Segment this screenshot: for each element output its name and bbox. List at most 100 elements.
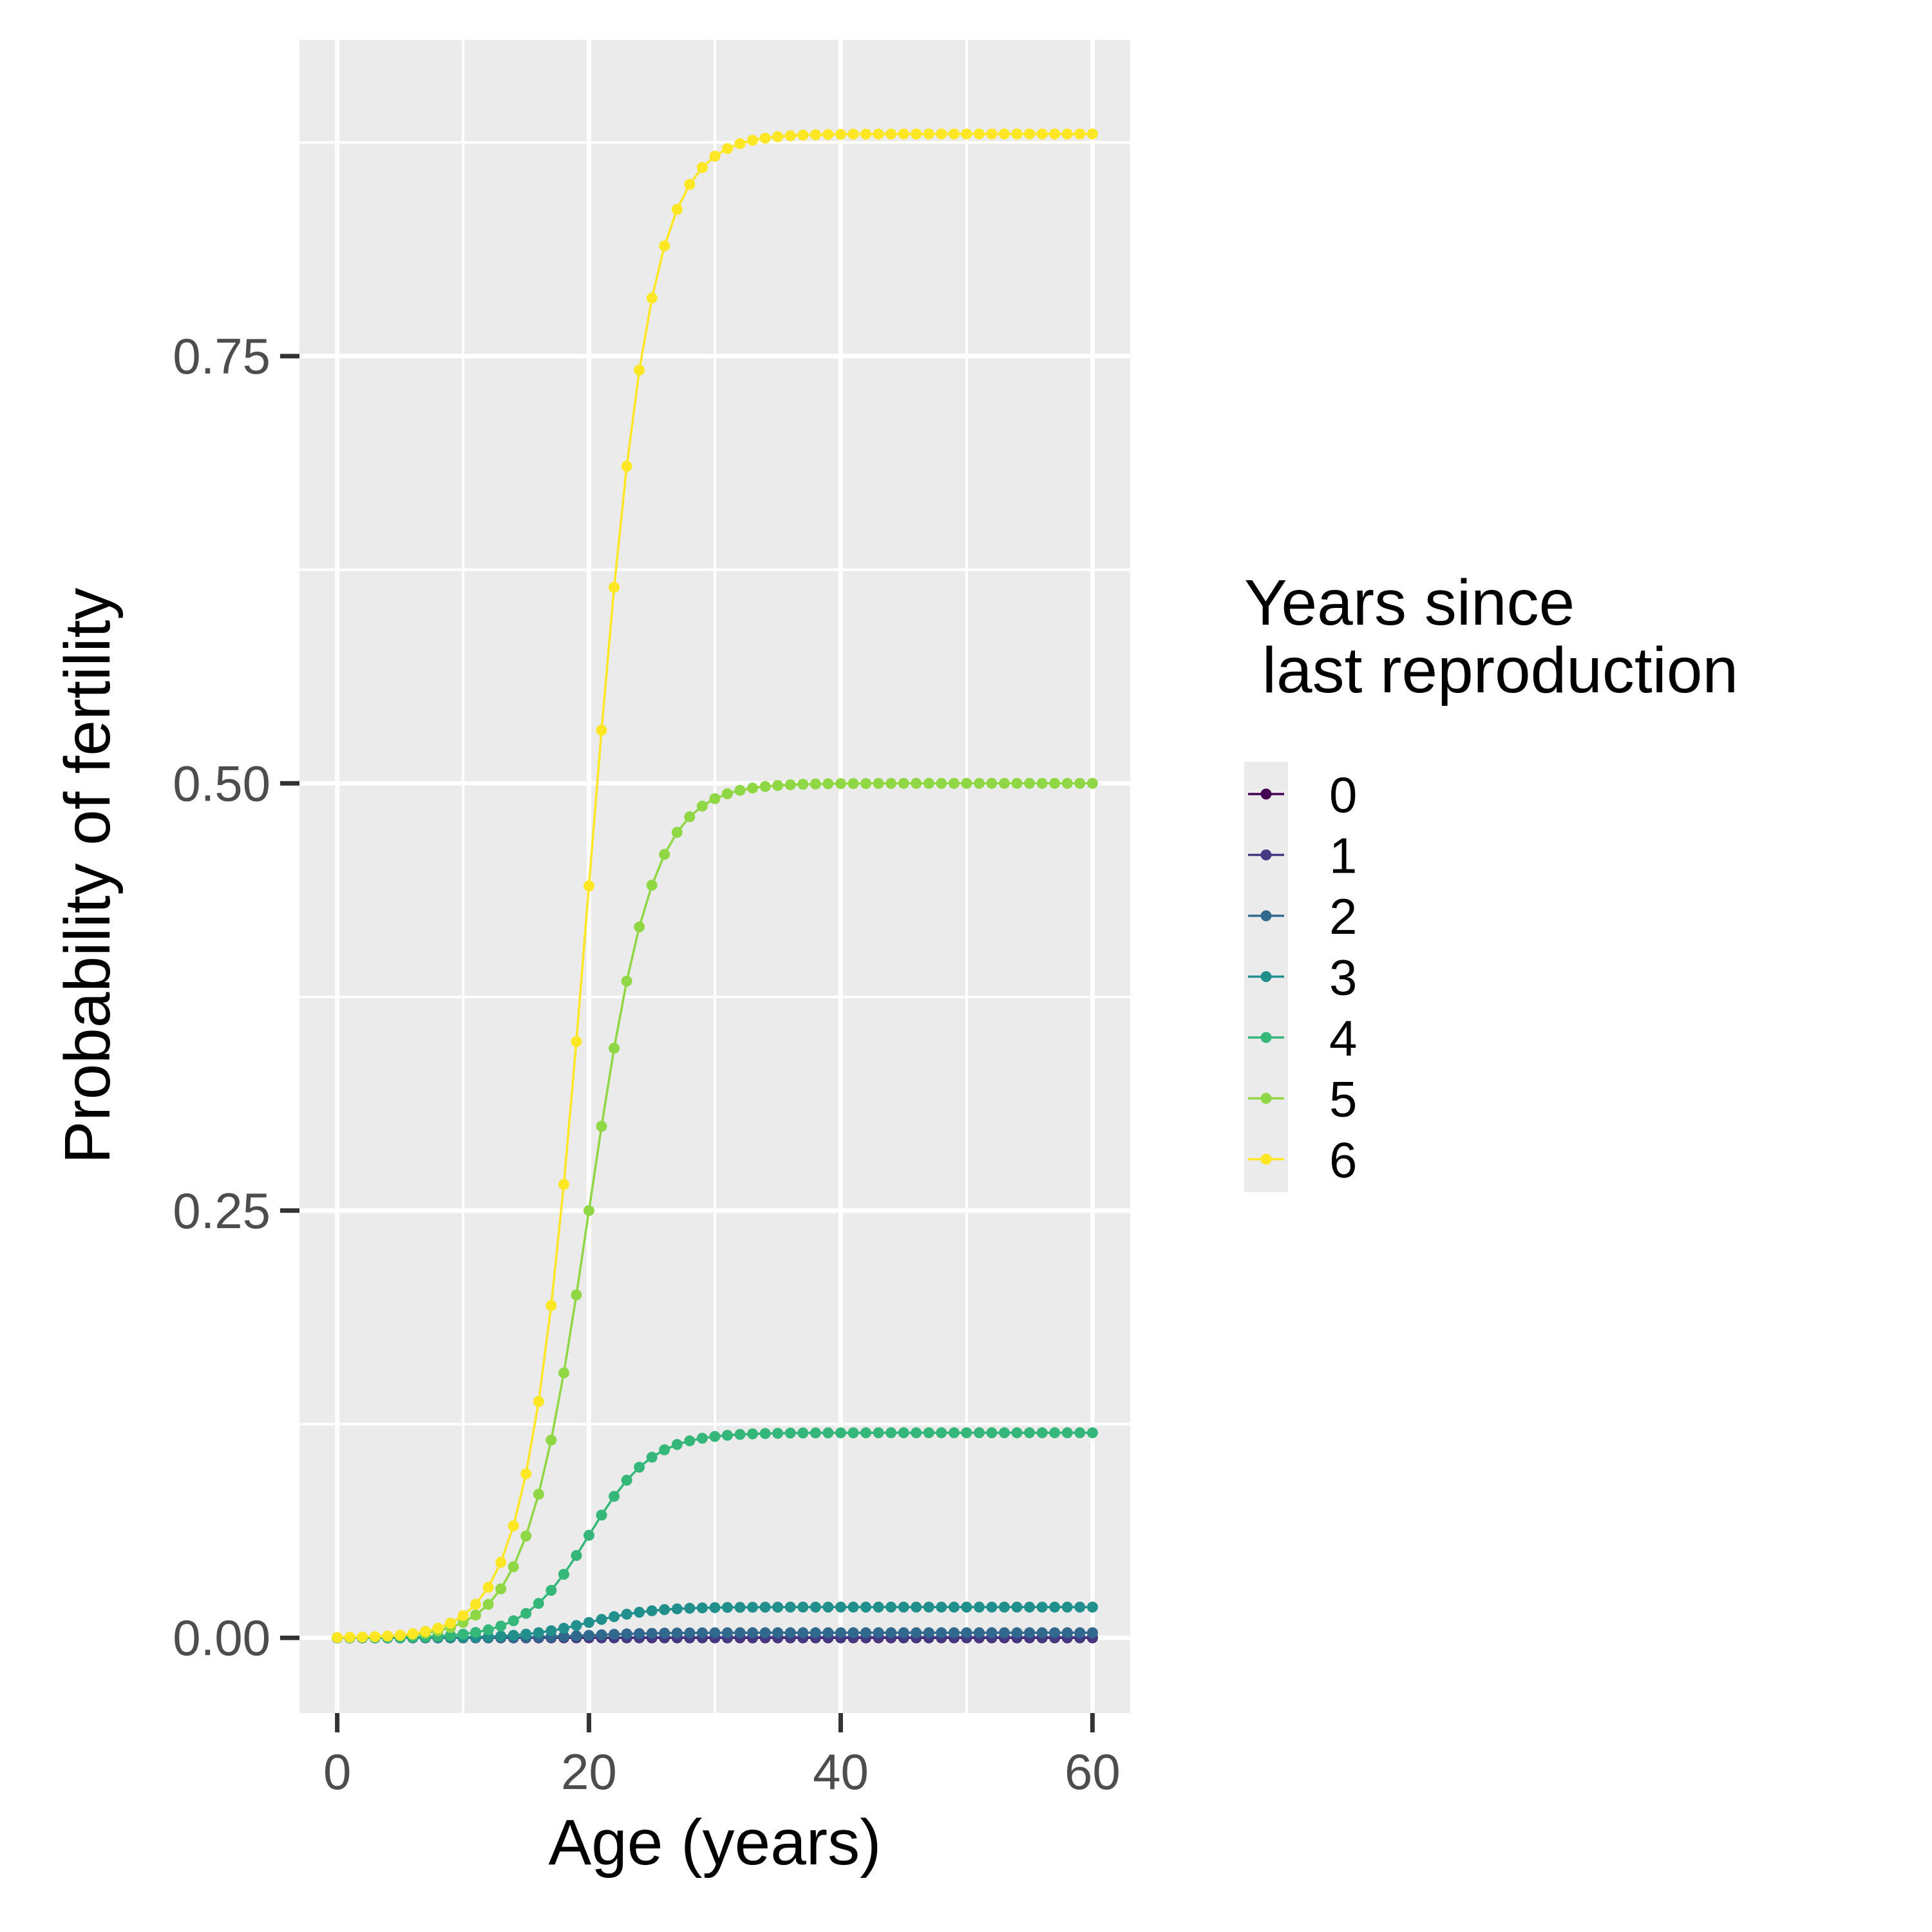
data-point [596,1510,607,1521]
data-point [684,178,696,190]
data-point [848,1602,859,1613]
data-point [722,143,733,155]
data-point [898,128,909,140]
data-point [747,1602,759,1613]
data-point [659,1627,670,1639]
legend-key-point [1260,1093,1272,1104]
data-point [1036,777,1048,789]
data-point [961,777,972,789]
data-point [332,1632,343,1643]
data-point [911,1427,922,1439]
data-point [1061,1627,1073,1638]
data-point [482,1598,494,1610]
data-point [1074,1627,1086,1638]
data-point [848,1427,859,1439]
data-point [722,788,733,799]
data-point [621,1475,632,1486]
data-point [634,1607,645,1618]
data-point [936,128,947,140]
x-tick-label: 40 [813,1743,869,1800]
series-points-6 [332,128,1098,1643]
grid-minor [299,40,1130,1713]
legend-item-4: 4 [1248,1010,1357,1066]
data-point [923,1427,934,1439]
data-point [1036,1627,1048,1638]
legend-label: 1 [1329,828,1357,884]
data-point [974,1602,985,1613]
legend-key-point [1260,788,1272,800]
data-point [407,1628,419,1640]
data-point [1086,777,1098,789]
data-point [621,976,632,987]
data-point [659,849,670,860]
data-point [936,1427,947,1439]
data-point [709,1431,721,1442]
data-point [583,1629,594,1641]
data-point [709,151,721,162]
data-point [495,1583,507,1595]
data-point [961,128,972,140]
data-point [873,1427,884,1439]
data-point [1074,1602,1086,1613]
data-point [999,128,1010,140]
data-point [1061,1427,1073,1439]
legend-key-point [1260,1032,1272,1043]
data-point [898,1427,909,1439]
data-point [596,1614,607,1625]
data-point [646,1627,658,1639]
data-point [936,777,947,789]
data-point [961,1427,972,1439]
data-point [974,1627,985,1638]
data-point [1074,777,1086,789]
data-point [772,1627,784,1638]
data-point [986,1602,998,1613]
data-point [759,1627,771,1638]
data-point [722,1430,733,1441]
data-point [709,1627,721,1638]
legend-key-point [1260,849,1272,860]
data-point [709,793,721,804]
series-points [332,128,1098,1643]
legend-label: 4 [1329,1010,1357,1066]
data-point [470,1627,482,1638]
data-point [886,778,897,789]
data-point [369,1631,381,1642]
data-point [571,1036,582,1047]
data-point [520,1607,532,1619]
data-point [873,1627,884,1638]
data-point [583,880,594,892]
data-point [470,1609,482,1621]
data-point [747,782,759,794]
data-point [445,1629,456,1641]
data-point [860,778,871,790]
data-point [571,1289,582,1301]
legend-label: 3 [1329,949,1357,1006]
data-point [1049,128,1061,140]
data-point [1024,1627,1036,1638]
legend-key-point [1260,910,1272,922]
data-point [986,1627,998,1638]
data-point [1061,777,1073,789]
data-point [507,1561,519,1573]
data-point [948,1427,960,1439]
data-point [936,1602,947,1613]
data-point [1024,1602,1036,1613]
data-point [697,162,708,173]
data-point [1024,777,1036,789]
legend-item-1: 1 [1248,828,1357,884]
data-point [357,1631,368,1643]
data-point [999,777,1010,789]
data-point [923,1602,934,1613]
data-point [520,1629,532,1640]
data-point [457,1629,469,1640]
data-point [507,1615,519,1627]
data-point [634,365,645,376]
data-point [558,1622,569,1634]
data-point [797,1427,809,1439]
data-point [835,778,846,790]
data-point [609,1629,620,1640]
data-point [697,1602,708,1614]
data-point [822,1427,834,1439]
